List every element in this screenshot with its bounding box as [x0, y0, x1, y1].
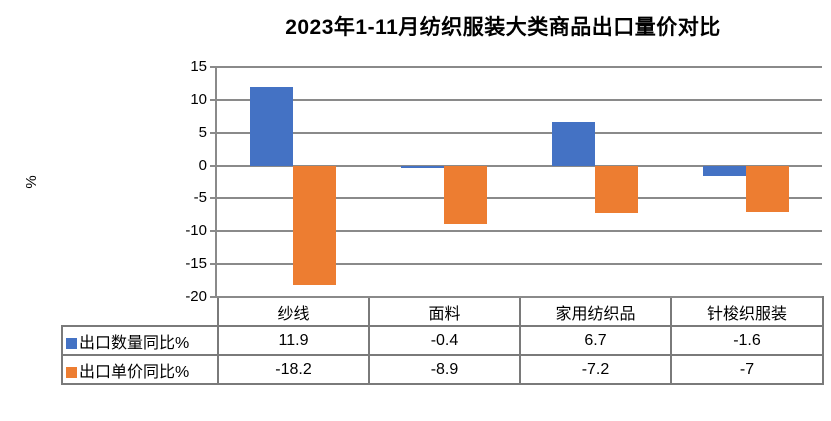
table-series-row: 出口单价同比% -18.2 -8.9 -7.2 -7 — [61, 354, 824, 385]
chart-title: 2023年1-11月纺织服装大类商品出口量价对比 — [285, 16, 721, 39]
gridline-10 — [217, 98, 822, 101]
data-table: 纱线 面料 家用纺织品 针梭织服装 出口数量同比% 11.9 -0.4 6.7 -1.6 出口单价… — [61, 296, 824, 385]
y-axis-tick — [210, 66, 215, 68]
bar-series2-纱线 — [292, 165, 336, 286]
bar-series2-针梭织服装 — [746, 165, 790, 212]
table-header-cell: 面料 — [368, 296, 521, 327]
bar-series1-面料 — [400, 165, 444, 169]
bar-series1-纱线 — [249, 87, 293, 166]
y-axis-tick — [210, 98, 215, 101]
y-tick-label: 10 — [190, 90, 207, 108]
table-value-cell: -0.4 — [368, 325, 521, 356]
table-value-cell: -18.2 — [217, 354, 370, 385]
table-value-cell: -1.6 — [670, 325, 824, 356]
table-value-cell: -8.9 — [368, 354, 521, 385]
table-legend-cell: 出口数量同比% — [61, 325, 219, 356]
table-header-cell: 家用纺织品 — [519, 296, 672, 327]
y-axis-tick-labels: 15 10 5 0 -5 -10 -15 -20 — [0, 58, 207, 305]
legend-swatch-series2 — [66, 366, 77, 378]
data-table-body: 纱线 面料 家用纺织品 针梭织服装 出口数量同比% 11.9 -0.4 6.7 -1.6 出口单价… — [61, 296, 824, 385]
table-header-cell: 纱线 — [217, 296, 370, 327]
y-axis-tick — [210, 296, 215, 298]
bar-series1-家用纺织品 — [552, 121, 596, 166]
y-tick-label: 0 — [198, 156, 207, 174]
gridline-15 — [217, 66, 822, 68]
series-name: 出口单价同比% — [79, 363, 190, 381]
series-name: 出口数量同比% — [79, 334, 190, 352]
y-tick-label: -20 — [185, 288, 207, 305]
gridline-0 — [217, 164, 822, 167]
y-axis-tick — [210, 197, 215, 200]
table-header-row: 纱线 面料 家用纺织品 针梭织服装 — [62, 296, 824, 327]
y-tick-label: -5 — [193, 189, 207, 207]
gridline--10 — [217, 230, 822, 233]
plot-area — [210, 66, 822, 298]
table-series-row: 出口数量同比% 11.9 -0.4 6.7 -1.6 — [61, 325, 824, 356]
y-tick-label: 15 — [190, 58, 207, 75]
gridline--15 — [217, 263, 822, 266]
table-header-cell: 针梭织服装 — [670, 296, 824, 327]
table-value-cell: 6.7 — [519, 325, 672, 356]
y-tick-label: 5 — [198, 123, 207, 141]
y-axis-line — [215, 66, 217, 298]
y-axis-tick — [210, 164, 215, 167]
y-axis-tick — [210, 230, 215, 233]
table-value-cell: -7.2 — [519, 354, 672, 385]
table-value-cell: -7 — [670, 354, 824, 385]
y-tick-label: -15 — [185, 255, 207, 273]
gridline--20 — [217, 296, 822, 298]
table-value-cell: 11.9 — [217, 325, 370, 356]
legend-swatch-series1 — [66, 337, 77, 349]
table-legend-cell: 出口单价同比% — [61, 354, 219, 385]
table-corner-cell — [62, 297, 218, 326]
gridline-5 — [217, 131, 822, 134]
y-axis-tick — [210, 263, 215, 266]
y-tick-label: -10 — [185, 222, 207, 240]
bar-series1-针梭织服装 — [703, 165, 747, 177]
bar-series2-家用纺织品 — [595, 165, 639, 213]
gridline--5 — [217, 197, 822, 200]
bar-series2-面料 — [443, 165, 487, 225]
y-axis-tick — [210, 131, 215, 134]
